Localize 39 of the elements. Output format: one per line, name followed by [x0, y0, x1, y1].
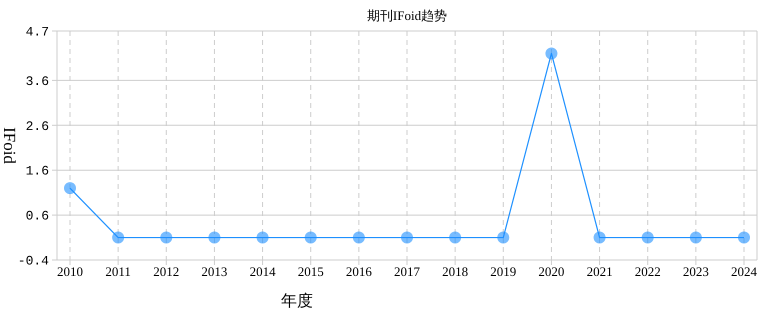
point — [208, 232, 220, 244]
point — [401, 232, 413, 244]
point — [449, 232, 462, 244]
x-tick-label: 2023 — [682, 264, 709, 279]
point — [738, 232, 750, 244]
x-tick-label: 2010 — [57, 264, 83, 279]
point — [304, 232, 317, 244]
x-tick-label: 2021 — [586, 264, 613, 279]
x-tick-label: 2017 — [394, 264, 420, 279]
x-tick-label: 2019 — [490, 264, 516, 279]
x-tick-label: 2020 — [538, 264, 564, 279]
y-axis-title: IFoid — [0, 127, 19, 164]
point — [160, 232, 172, 244]
point — [690, 232, 702, 244]
x-tick-label: 2018 — [442, 264, 468, 279]
chart-title: 期刊IFoid趋势 — [366, 8, 448, 23]
point — [64, 182, 76, 194]
point — [256, 232, 269, 244]
x-tick-label: 2013 — [201, 264, 228, 279]
x-tick-label: 2011 — [105, 264, 131, 279]
y-tick-label: 4.7 — [26, 24, 49, 40]
y-tick-label: 1.6 — [26, 164, 49, 179]
y-tick-label: 2.6 — [26, 118, 49, 134]
x-tick-label: 2022 — [634, 264, 661, 279]
point — [594, 232, 606, 244]
y-tick-label: 3.6 — [26, 74, 49, 89]
point — [497, 232, 510, 244]
x-tick-label: 2015 — [298, 264, 324, 279]
y-tick-label: 0.6 — [26, 208, 49, 224]
y-tick-label: -0.4 — [18, 254, 50, 269]
point — [352, 232, 365, 244]
x-axis-title: 年度 — [281, 292, 313, 310]
point — [642, 232, 654, 244]
x-tick-label: 2012 — [153, 264, 180, 279]
point — [112, 232, 124, 244]
point — [545, 47, 558, 60]
x-tick-label: 2014 — [250, 264, 276, 279]
x-tick-label: 2016 — [346, 264, 372, 279]
x-tick-label: 2024 — [731, 264, 758, 279]
